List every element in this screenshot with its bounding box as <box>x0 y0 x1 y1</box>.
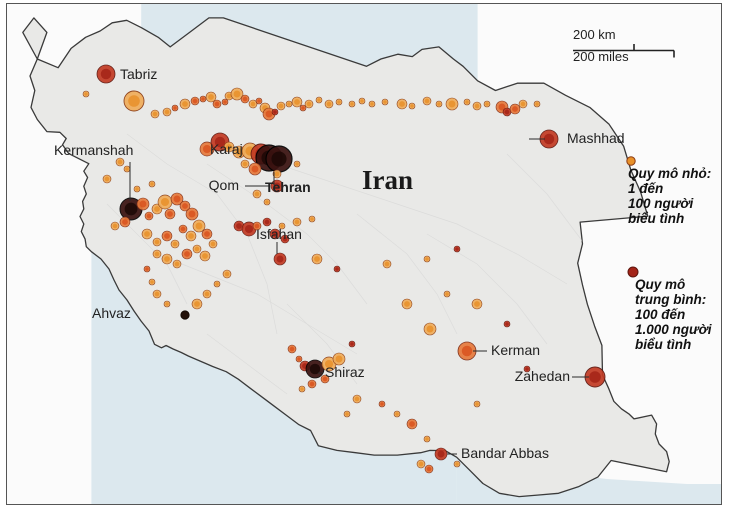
svg-text:100 người: 100 người <box>628 196 693 211</box>
svg-text:Karaj: Karaj <box>210 141 243 157</box>
svg-text:trung bình:: trung bình: <box>635 292 706 307</box>
svg-text:Isfahan: Isfahan <box>256 226 302 242</box>
svg-text:Ahvaz: Ahvaz <box>92 305 131 321</box>
svg-text:Quy mô nhỏ:: Quy mô nhỏ: <box>628 166 711 181</box>
svg-text:Tabriz: Tabriz <box>120 66 157 82</box>
svg-text:Kermanshah: Kermanshah <box>54 142 133 158</box>
svg-text:1.000 người: 1.000 người <box>635 322 712 337</box>
svg-text:Quy mô: Quy mô <box>635 277 685 292</box>
svg-text:Zahedan: Zahedan <box>515 368 570 384</box>
svg-text:200 km: 200 km <box>573 27 616 42</box>
svg-text:Shiraz: Shiraz <box>325 364 365 380</box>
svg-text:biểu tình: biểu tình <box>635 337 691 352</box>
svg-text:100 đến: 100 đến <box>635 307 685 322</box>
svg-text:Kerman: Kerman <box>491 342 540 358</box>
svg-text:Tehran: Tehran <box>265 179 311 195</box>
svg-text:Iran: Iran <box>362 165 413 195</box>
svg-text:Mashhad: Mashhad <box>567 130 625 146</box>
svg-text:Qom: Qom <box>209 177 239 193</box>
svg-text:1 đến: 1 đến <box>628 181 663 196</box>
svg-text:Bandar Abbas: Bandar Abbas <box>461 445 549 461</box>
svg-text:biểu tình: biểu tình <box>628 211 684 226</box>
